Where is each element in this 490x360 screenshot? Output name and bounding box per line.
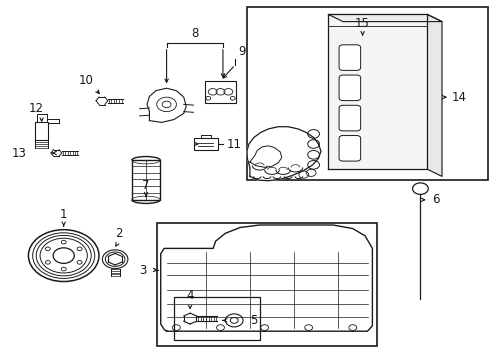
Polygon shape xyxy=(427,14,442,176)
Bar xyxy=(247,7,488,180)
Text: 14: 14 xyxy=(452,91,467,104)
Bar xyxy=(35,122,48,140)
Bar xyxy=(37,114,47,122)
Text: 6: 6 xyxy=(432,193,440,206)
Bar xyxy=(194,138,218,150)
Text: 3: 3 xyxy=(140,264,147,276)
Text: 15: 15 xyxy=(355,17,370,30)
Text: 12: 12 xyxy=(28,102,44,115)
Text: 9: 9 xyxy=(238,45,245,58)
Polygon shape xyxy=(328,14,427,169)
Text: 7: 7 xyxy=(142,179,150,192)
Text: 4: 4 xyxy=(186,289,194,302)
Text: 8: 8 xyxy=(191,27,198,40)
Text: 1: 1 xyxy=(60,208,68,221)
Text: 13: 13 xyxy=(12,147,27,159)
Text: 5: 5 xyxy=(250,314,257,327)
Bar xyxy=(174,297,260,340)
Text: 10: 10 xyxy=(78,74,93,87)
Bar xyxy=(205,81,236,103)
FancyBboxPatch shape xyxy=(339,75,361,100)
Polygon shape xyxy=(250,146,282,167)
Polygon shape xyxy=(328,14,442,22)
Polygon shape xyxy=(247,127,321,181)
FancyBboxPatch shape xyxy=(339,136,361,161)
Text: 2: 2 xyxy=(115,228,122,240)
Bar xyxy=(157,223,377,346)
Text: 11: 11 xyxy=(226,138,242,150)
Polygon shape xyxy=(161,225,372,331)
FancyBboxPatch shape xyxy=(339,45,361,71)
Bar xyxy=(132,160,160,200)
FancyBboxPatch shape xyxy=(339,105,361,131)
